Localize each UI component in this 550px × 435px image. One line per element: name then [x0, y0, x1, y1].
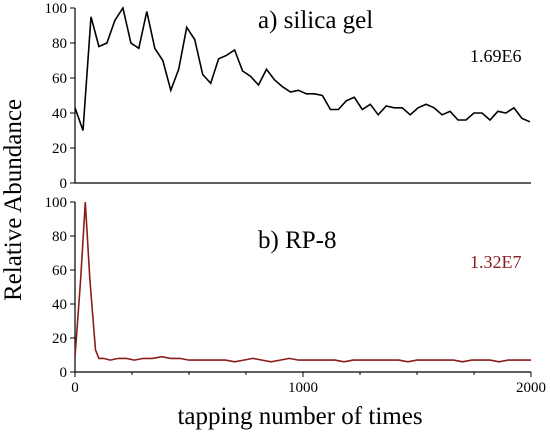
panel-a-y-tick-label: 20: [52, 141, 67, 157]
panel-b-intensity-label: 1.32E7: [470, 252, 522, 272]
panel-silica-gel: 0 20 40 60 80 100 a) silica gel 1.69E6: [45, 1, 531, 192]
panel-b-y-ticks: 0 20 40 60 80 100: [45, 195, 75, 381]
series-line-rp8: [74, 201, 531, 363]
x-tick-label: 1000: [288, 380, 318, 396]
panel-a-y-tick-label: 60: [52, 71, 67, 87]
panel-b-title: b) RP-8: [258, 227, 336, 254]
panel-a-axes: [74, 8, 531, 184]
y-axis-title: Relative Abundance: [0, 99, 27, 301]
x-tick-label: 0: [71, 380, 79, 396]
panel-a-y-tick-label: 80: [52, 36, 67, 52]
panel-a-title: a) silica gel: [258, 7, 373, 34]
x-tick-label: 2000: [516, 380, 546, 396]
series-line-silica-gel: [74, 5, 531, 131]
panel-a-y-ticks: 0 20 40 60 80 100: [45, 1, 75, 192]
panel-b-y-tick-label: 80: [52, 229, 67, 245]
panel-a-intensity-label: 1.69E6: [470, 46, 522, 66]
panel-b-y-tick-label: 20: [52, 331, 67, 347]
panel-a-y-tick-label: 100: [45, 1, 68, 17]
panel-b-y-tick-label: 40: [52, 297, 67, 313]
x-axis-title: tapping number of times: [177, 403, 422, 430]
panel-b-y-tick-label: 100: [45, 195, 68, 211]
panel-a-y-tick-label: 40: [52, 106, 67, 122]
panel-b-y-tick-label: 60: [52, 263, 67, 279]
x-axis-ticks: 0 1000 2000: [71, 372, 546, 396]
panel-b-y-tick-label: 0: [60, 365, 68, 381]
panel-rp8: 0 20 40 60 80 100 b) RP-8 1.32E7: [45, 195, 531, 381]
panel-a-y-tick-label: 0: [60, 176, 68, 192]
